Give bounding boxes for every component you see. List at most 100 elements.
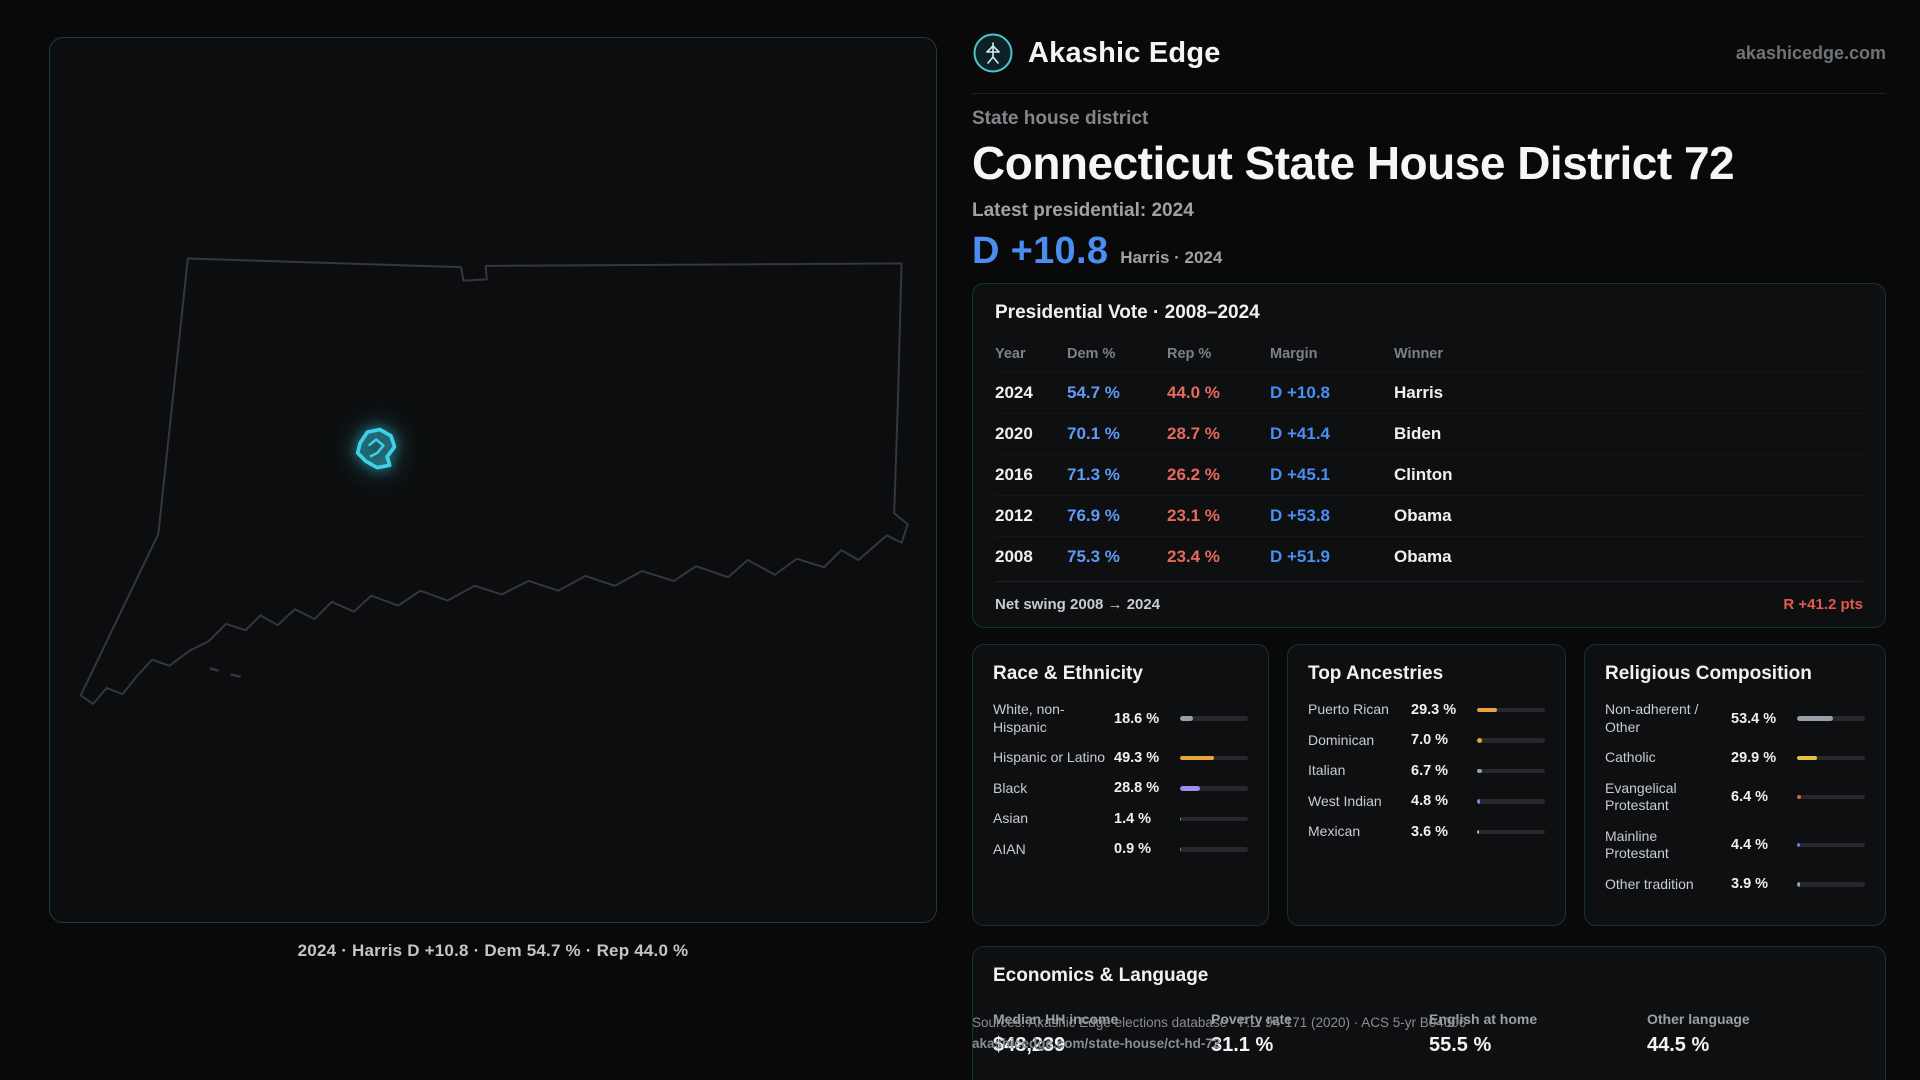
demo-stat-row: AIAN 0.9 % — [993, 841, 1248, 859]
year-cell: 2024 — [995, 383, 1033, 402]
content-column: Akashic Edge akashicedge.com State house… — [972, 24, 1886, 1080]
state-boundary-path — [79, 257, 909, 705]
race-ethnicity-card: Race & Ethnicity White, non-Hispanic 18.… — [972, 644, 1269, 926]
mini-bar — [1477, 799, 1545, 804]
dem-cell: 76.9 % — [1067, 506, 1120, 525]
brand-domain-link[interactable]: akashicedge.com — [1735, 42, 1886, 63]
headline-margin-block: D +10.8 Harris · 2024 — [972, 230, 1886, 273]
mini-bar — [1180, 816, 1248, 821]
page-title: Connecticut State House District 72 — [972, 137, 1735, 189]
race-card-title: Race & Ethnicity — [993, 663, 1143, 684]
sources-line: Sources: Akashic Edge elections database… — [972, 1015, 1467, 1030]
demo-stat-row: Catholic 29.9 % — [1605, 749, 1865, 767]
demo-stat-row: Italian 6.7 % — [1308, 762, 1545, 780]
net-swing-value: R +41.2 pts — [1783, 596, 1863, 613]
vote-table-row: 2024 54.7 % 44.0 % D +10.8 Harris — [995, 372, 1863, 413]
demo-stat-row: Mainline Protestant 4.4 % — [1605, 828, 1865, 863]
religious-composition-card: Religious Composition Non-adherent / Oth… — [1584, 644, 1886, 926]
header: Akashic Edge akashicedge.com — [972, 24, 1886, 94]
district-type-kicker: State house district — [972, 108, 1149, 129]
demo-stat-row: Other tradition 3.9 % — [1605, 876, 1865, 894]
winner-cell: Harris — [1394, 383, 1444, 402]
demo-stat-row: Puerto Rican 29.3 % — [1308, 701, 1545, 719]
dem-cell: 54.7 % — [1067, 383, 1120, 402]
demographics-row: Race & Ethnicity White, non-Hispanic 18.… — [972, 644, 1886, 926]
demo-stat-row: Hispanic or Latino 49.3 % — [993, 749, 1248, 767]
mini-bar — [1477, 738, 1545, 743]
coastal-island-mark — [209, 667, 219, 672]
headline-margin-context: Harris · 2024 — [1120, 248, 1223, 267]
winner-cell: Biden — [1394, 424, 1442, 443]
rep-cell: 44.0 % — [1167, 383, 1220, 402]
year-cell: 2016 — [995, 465, 1033, 484]
mini-bar — [1797, 716, 1865, 721]
demo-stat-row: West Indian 4.8 % — [1308, 793, 1545, 811]
presidential-vote-table: Year Dem % Rep % Margin Winner 2024 54.7… — [995, 336, 1863, 577]
col-dem: Dem % — [1067, 346, 1116, 362]
winner-cell: Obama — [1394, 547, 1452, 566]
demo-stat-row: Black 28.8 % — [993, 780, 1248, 798]
sources-footnote: Sources: Akashic Edge elections database… — [972, 1012, 1592, 1055]
economics-stat: Other language 44.5 % — [1647, 1011, 1750, 1056]
col-rep: Rep % — [1167, 346, 1212, 362]
margin-cell: D +53.8 — [1270, 506, 1331, 525]
winner-cell: Obama — [1394, 506, 1452, 525]
mini-bar — [1180, 847, 1248, 852]
demo-stat-row: Evangelical Protestant 6.4 % — [1605, 780, 1865, 815]
religion-card-title: Religious Composition — [1605, 663, 1812, 684]
dem-cell: 71.3 % — [1067, 465, 1120, 484]
winner-cell: Clinton — [1394, 465, 1453, 484]
economics-card-title: Economics & Language — [993, 965, 1209, 986]
year-cell: 2008 — [995, 547, 1033, 566]
vote-card-title: Presidential Vote · 2008–2024 — [995, 302, 1260, 323]
map-column: 2024 · Harris D +10.8 · Dem 54.7 % · Rep… — [49, 37, 937, 961]
economics-stat: English at home 55.5 % — [1429, 1011, 1538, 1056]
demo-stat-row: Asian 1.4 % — [993, 810, 1248, 828]
mini-bar — [1797, 882, 1865, 887]
headline-margin-value: D +10.8 — [972, 230, 1109, 272]
coastal-island-mark — [230, 673, 242, 679]
district-72-marker[interactable] — [355, 427, 397, 470]
mini-bar — [1180, 716, 1248, 721]
vote-table-header: Year Dem % Rep % Margin Winner — [995, 336, 1863, 372]
year-cell: 2012 — [995, 506, 1033, 525]
connecticut-outline-map — [79, 257, 909, 705]
mini-bar — [1797, 794, 1865, 800]
mini-bar — [1797, 842, 1865, 848]
permalink[interactable]: akashicedge.com/state-house/ct-hd-72 — [972, 1036, 1221, 1052]
economics-stat: Median HH income $48,239 — [993, 1011, 1119, 1056]
demo-stat-row: Dominican 7.0 % — [1308, 732, 1545, 750]
economics-language-card: Economics & Language Median HH income $4… — [972, 946, 1886, 1080]
demo-stat-row: Mexican 3.6 % — [1308, 823, 1545, 841]
margin-cell: D +10.8 — [1270, 383, 1331, 402]
top-ancestries-card: Top Ancestries Puerto Rican 29.3 % Domin… — [1287, 644, 1566, 926]
brand-name: Akashic Edge — [1028, 36, 1221, 69]
state-map-panel[interactable] — [49, 37, 937, 923]
economics-stat: Poverty rate 31.1 % — [1211, 1011, 1292, 1056]
dem-cell: 75.3 % — [1067, 547, 1120, 566]
margin-cell: D +41.4 — [1270, 424, 1331, 443]
col-year: Year — [995, 346, 1026, 362]
vote-table-row: 2020 70.1 % 28.7 % D +41.4 Biden — [995, 413, 1863, 454]
demo-stat-row: Non-adherent / Other 53.4 % — [1605, 701, 1865, 736]
mini-bar — [1797, 755, 1865, 760]
presidential-vote-card: Presidential Vote · 2008–2024 Year Dem %… — [972, 283, 1886, 628]
mini-bar — [1180, 755, 1248, 760]
rep-cell: 23.1 % — [1167, 506, 1220, 525]
akashic-edge-logo-icon — [973, 33, 1013, 73]
margin-cell: D +51.9 — [1270, 547, 1331, 566]
year-cell: 2020 — [995, 424, 1033, 443]
net-swing-row: Net swing 2008 → 2024 R +41.2 pts — [995, 581, 1863, 613]
mini-bar — [1180, 786, 1248, 791]
mini-bar — [1477, 829, 1545, 834]
mini-bar — [1477, 707, 1545, 712]
mini-bar — [1477, 768, 1545, 773]
vote-table-row: 2016 71.3 % 26.2 % D +45.1 Clinton — [995, 454, 1863, 495]
dem-cell: 70.1 % — [1067, 424, 1120, 443]
rep-cell: 28.7 % — [1167, 424, 1220, 443]
latest-presidential-label: Latest presidential: 2024 — [972, 200, 1194, 221]
demo-stat-row: White, non-Hispanic 18.6 % — [993, 701, 1248, 736]
net-swing-label: Net swing 2008 → 2024 — [995, 596, 1161, 613]
brand: Akashic Edge — [972, 32, 1221, 74]
